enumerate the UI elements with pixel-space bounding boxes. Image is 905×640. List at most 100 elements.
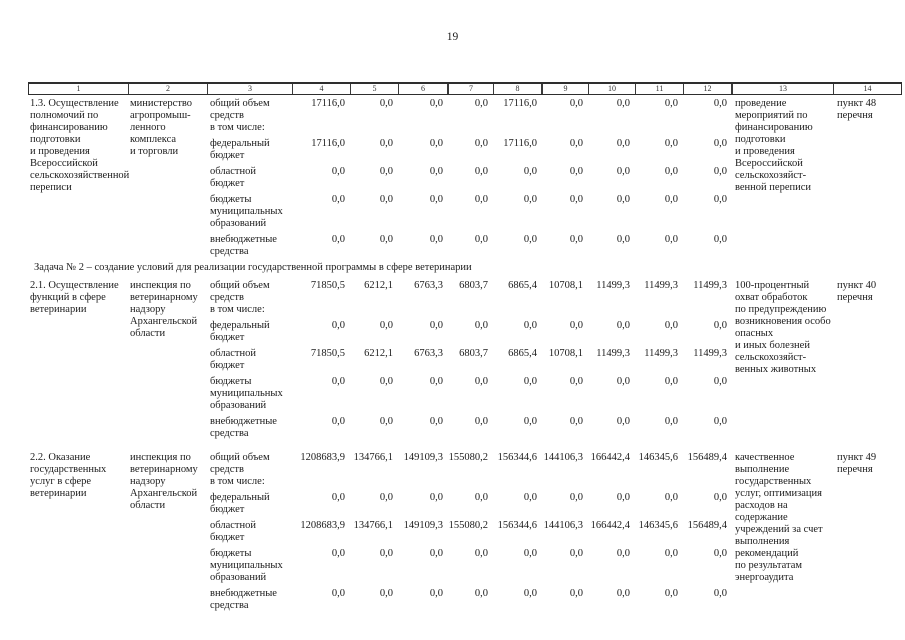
value-cell-col5: 0,0: [379, 416, 393, 427]
column-header-12: 12: [684, 84, 733, 94]
value-cell-col9: 0,0: [569, 234, 583, 245]
measure-label: внебюджетные средства: [210, 588, 277, 611]
value-cell-col6: 0,0: [429, 166, 443, 177]
measure-row: общий объем средств 71850,5 6212,1 6763,3 68…: [207, 280, 732, 304]
value-cell-col12: 0,0: [713, 548, 727, 559]
value-cell-col12: 0,0: [713, 138, 727, 149]
value-cell-col7: 6803,7: [459, 348, 488, 359]
value-cell-col5: 0,0: [379, 376, 393, 387]
value-cell-col11: 0,0: [664, 138, 678, 149]
value-cell-col4: 17116,0: [311, 138, 345, 149]
value-cell-col11: 0,0: [664, 492, 678, 503]
measure-row: бюджеты муниципальных образований 0,0 0,0 0…: [207, 376, 732, 412]
value-cell-col11: 0,0: [664, 376, 678, 387]
value-cell-col10: 0,0: [616, 376, 630, 387]
value-cell-col5: 0,0: [379, 98, 393, 109]
measure-row: областной бюджет 71850,5 6212,1 6763,3 6803,…: [207, 348, 732, 372]
basis-cell: пункт 40 перечня: [837, 280, 877, 303]
value-cell-col8: 156344,6: [497, 520, 537, 531]
measure-label: областной бюджет: [210, 348, 256, 371]
value-cell-col10: 0,0: [616, 138, 630, 149]
value-cell-col12: 0,0: [713, 376, 727, 387]
measure-label: федеральный бюджет: [210, 492, 270, 515]
value-cell-col8: 0,0: [523, 234, 537, 245]
value-cell-col6: 0,0: [429, 98, 443, 109]
value-cell-col8: 0,0: [523, 376, 537, 387]
activity-cell: 2.1. Осуществление функций в сфере ветер…: [30, 280, 119, 315]
value-cell-col6: 0,0: [429, 320, 443, 331]
measure-row: областной бюджет 0,0 0,0 0,0 0,0 0,0 0,0 0,0 0,0…: [207, 166, 732, 190]
value-cell-col7: 6803,7: [459, 280, 488, 291]
value-cell-col10: 0,0: [616, 234, 630, 245]
column-header-1: 1: [29, 84, 129, 94]
value-cell-col10: 0,0: [616, 194, 630, 205]
column-header-9: 9: [543, 84, 589, 94]
value-cell-col7: 155080,2: [448, 520, 488, 531]
value-cell-col9: 0,0: [569, 492, 583, 503]
measure-label: общий объем средств: [210, 452, 270, 475]
table-body: 1.3. Осуществление полномочий по финанси…: [28, 95, 902, 612]
value-cell-col10: 0,0: [616, 548, 630, 559]
column-header-5: 5: [351, 84, 399, 94]
value-cell-col4: 1208683,9: [300, 452, 345, 463]
value-cell-col4: 0,0: [331, 166, 345, 177]
value-cell-col8: 0,0: [523, 194, 537, 205]
value-cell-col11: 146345,6: [638, 520, 678, 531]
value-cell-col5: 0,0: [379, 320, 393, 331]
value-cell-col4: 0,0: [331, 194, 345, 205]
value-cell-col12: 0,0: [713, 98, 727, 109]
program-row-1-3: 1.3. Осуществление полномочий по финанси…: [28, 98, 902, 258]
value-cell-col7: 0,0: [474, 376, 488, 387]
column-header-4: 4: [293, 84, 351, 94]
value-cell-col6: 0,0: [429, 138, 443, 149]
measure-label: бюджеты муниципальных образований: [210, 194, 283, 229]
program-row-2-1: 2.1. Осуществление функций в сфере ветер…: [28, 280, 902, 440]
value-cell-col7: 0,0: [474, 98, 488, 109]
value-cell-col6: 0,0: [429, 234, 443, 245]
value-cell-col7: 0,0: [474, 416, 488, 427]
value-cell-col7: 0,0: [474, 492, 488, 503]
value-cell-col9: 144106,3: [543, 452, 583, 463]
value-cell-col4: 71850,5: [310, 280, 345, 291]
value-cell-col8: 6865,4: [508, 280, 537, 291]
measure-row: областной бюджет 1208683,9 134766,1 149109,…: [207, 520, 732, 544]
value-cell-col6: 6763,3: [414, 348, 443, 359]
value-cell-col4: 0,0: [331, 492, 345, 503]
value-cell-col11: 11499,3: [644, 348, 678, 359]
value-cell-col5: 0,0: [379, 194, 393, 205]
value-cell-col12: 156489,4: [687, 520, 727, 531]
value-cell-col6: 0,0: [429, 416, 443, 427]
value-cell-col8: 6865,4: [508, 348, 537, 359]
column-header-10: 10: [589, 84, 636, 94]
value-cell-col11: 146345,6: [638, 452, 678, 463]
measure-label: федеральный бюджет: [210, 320, 270, 343]
measure-label: в том числе:: [210, 122, 265, 133]
value-cell-col9: 0,0: [569, 98, 583, 109]
value-cell-col12: 0,0: [713, 588, 727, 599]
value-cell-col12: 11499,3: [693, 348, 727, 359]
measures-block: общий объем средств 17116,0 0,0 0,0 0,0 17116…: [207, 98, 732, 258]
expected-result-cell: проведение мероприятий по финансированию…: [735, 98, 813, 193]
value-cell-col10: 0,0: [616, 320, 630, 331]
measure-row: внебюджетные средства 0,0 0,0 0,0 0,0 0,0 0,0 0…: [207, 416, 732, 440]
value-cell-col5: 0,0: [379, 138, 393, 149]
measure-label: внебюджетные средства: [210, 234, 277, 257]
column-header-13: 13: [733, 84, 834, 94]
measure-label: федеральный бюджет: [210, 138, 270, 161]
executor-cell: инспекция по ветеринарному надзору Архан…: [130, 452, 198, 511]
value-cell-col6: 0,0: [429, 588, 443, 599]
value-cell-col4: 0,0: [331, 416, 345, 427]
value-cell-col9: 10708,1: [548, 280, 583, 291]
value-cell-col9: 0,0: [569, 320, 583, 331]
table-header-row: 1 2 3 4 5 6 7 8 9 10 11 12 13 14: [28, 82, 902, 95]
value-cell-col9: 0,0: [569, 138, 583, 149]
program-row-2-2: 2.2. Оказание государственных услуг в сф…: [28, 452, 902, 612]
value-cell-col7: 155080,2: [448, 452, 488, 463]
value-cell-col9: 0,0: [569, 416, 583, 427]
measure-row: бюджеты муниципальных образований 0,0 0,0 0…: [207, 548, 732, 584]
value-cell-col6: 0,0: [429, 376, 443, 387]
value-cell-col8: 0,0: [523, 320, 537, 331]
measure-label: бюджеты муниципальных образований: [210, 376, 283, 411]
measure-row: в том числе:: [207, 304, 732, 316]
value-cell-col5: 134766,1: [353, 520, 393, 531]
